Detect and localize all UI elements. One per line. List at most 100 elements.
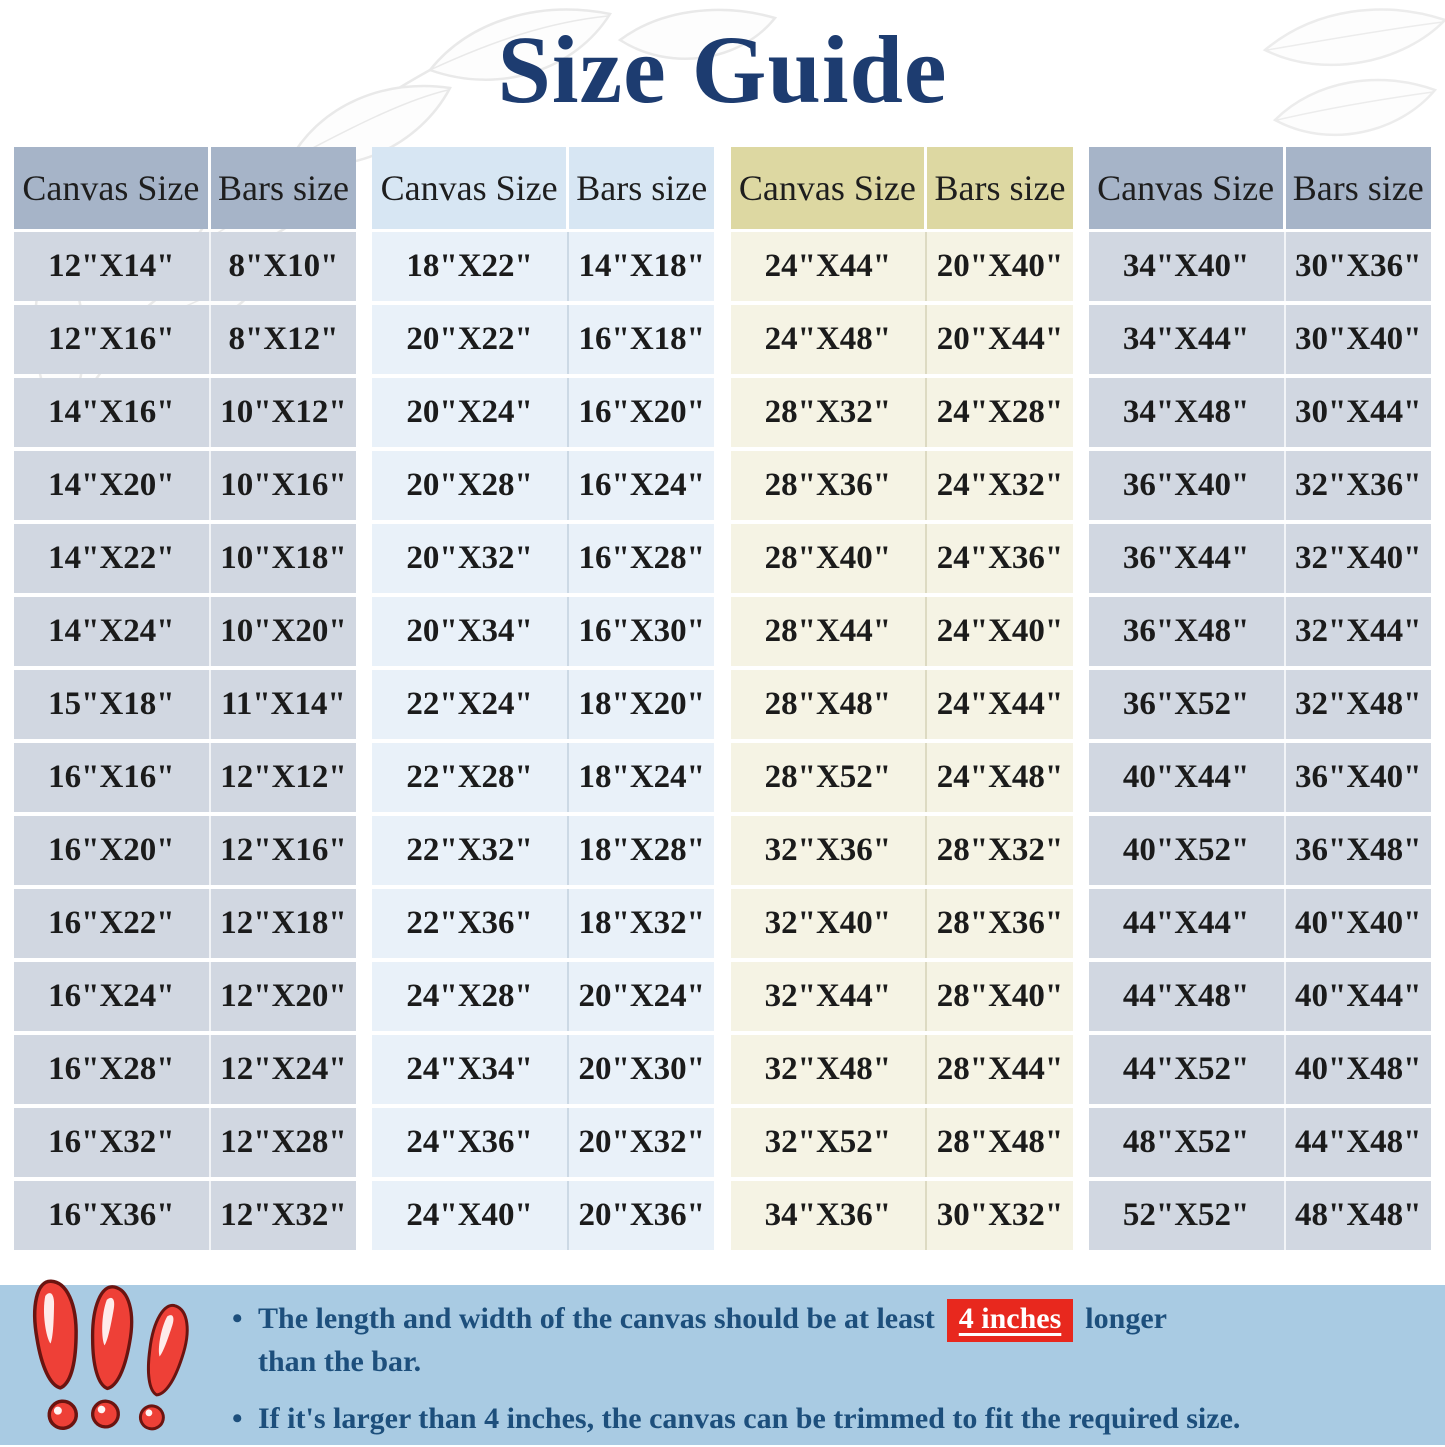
table-row: 36"X52" 32"X48" bbox=[1088, 670, 1431, 739]
canvas-size-cell: 32"X48" bbox=[730, 1035, 928, 1104]
bars-size-cell: 8"X10" bbox=[210, 232, 357, 301]
bars-size-cell: 10"X12" bbox=[210, 378, 357, 447]
bars-size-cell: 12"X12" bbox=[210, 743, 357, 812]
bars-size-cell: 28"X44" bbox=[927, 1035, 1073, 1104]
table-row: 14"X22" 10"X18" bbox=[14, 524, 357, 593]
bars-size-cell: 28"X36" bbox=[927, 889, 1073, 958]
bars-size-cell: 30"X32" bbox=[927, 1181, 1073, 1250]
canvas-size-cell: 16"X24" bbox=[14, 962, 211, 1031]
note-1-pre: The length and width of the canvas shoul… bbox=[258, 1302, 935, 1335]
table-row: 32"X52" 28"X48" bbox=[730, 1108, 1073, 1177]
bars-size-cell: 12"X18" bbox=[210, 889, 357, 958]
table-row: 28"X32" 24"X28" bbox=[730, 378, 1073, 447]
bars-size-cell: 12"X28" bbox=[210, 1108, 357, 1177]
canvas-size-cell: 28"X32" bbox=[730, 378, 928, 447]
canvas-size-cell: 48"X52" bbox=[1088, 1108, 1286, 1177]
table-row: 40"X52" 36"X48" bbox=[1088, 816, 1431, 885]
size-table-group-1: Canvas Size Bars size 12"X14" 8"X10" 12"X16"… bbox=[14, 147, 357, 1254]
table-row: 28"X36" 24"X32" bbox=[730, 451, 1073, 520]
canvas-size-cell: 24"X44" bbox=[730, 232, 928, 301]
canvas-size-cell: 16"X32" bbox=[14, 1108, 211, 1177]
note-1-line-2: than the bar. bbox=[258, 1345, 422, 1378]
table-row: 20"X34" 16"X30" bbox=[372, 597, 715, 666]
table-row: 36"X48" 32"X44" bbox=[1088, 597, 1431, 666]
bars-size-cell: 12"X32" bbox=[210, 1181, 357, 1250]
table-row: 22"X32" 18"X28" bbox=[372, 816, 715, 885]
bars-size-cell: 16"X18" bbox=[569, 305, 715, 374]
bars-size-cell: 20"X32" bbox=[569, 1108, 715, 1177]
table-row: 44"X44" 40"X40" bbox=[1088, 889, 1431, 958]
table-row: 24"X40" 20"X36" bbox=[372, 1181, 715, 1250]
table-row: 52"X52" 48"X48" bbox=[1088, 1181, 1431, 1250]
table-row: 16"X20" 12"X16" bbox=[14, 816, 357, 885]
bars-size-cell: 24"X28" bbox=[927, 378, 1073, 447]
table-row: 36"X44" 32"X40" bbox=[1088, 524, 1431, 593]
table-row: 22"X28" 18"X24" bbox=[372, 743, 715, 812]
bars-size-cell: 28"X32" bbox=[927, 816, 1073, 885]
table-row: 20"X24" 16"X20" bbox=[372, 378, 715, 447]
bars-size-cell: 12"X20" bbox=[210, 962, 357, 1031]
table-row: 40"X44" 36"X40" bbox=[1088, 743, 1431, 812]
canvas-size-cell: 34"X44" bbox=[1088, 305, 1286, 374]
table-row: 24"X28" 20"X24" bbox=[372, 962, 715, 1031]
table-header-row: Canvas Size Bars size bbox=[730, 147, 1073, 229]
bars-size-cell: 16"X24" bbox=[569, 451, 715, 520]
canvas-size-cell: 22"X24" bbox=[372, 670, 570, 739]
bars-size-cell: 8"X12" bbox=[210, 305, 357, 374]
bars-size-cell: 28"X40" bbox=[927, 962, 1073, 1031]
canvas-size-cell: 14"X16" bbox=[14, 378, 211, 447]
canvas-size-cell: 36"X40" bbox=[1088, 451, 1286, 520]
note-1-line-1: • The length and width of the canvas shou… bbox=[232, 1299, 1432, 1342]
canvas-size-cell: 22"X32" bbox=[372, 816, 570, 885]
size-table-group-2: Canvas Size Bars size 18"X22" 14"X18" 20"X22… bbox=[372, 147, 715, 1254]
canvas-size-header: Canvas Size bbox=[372, 147, 570, 229]
canvas-size-cell: 18"X22" bbox=[372, 232, 570, 301]
bars-size-cell: 40"X44" bbox=[1285, 962, 1431, 1031]
table-row: 32"X36" 28"X32" bbox=[730, 816, 1073, 885]
canvas-size-header: Canvas Size bbox=[1088, 147, 1286, 229]
bars-size-cell: 30"X40" bbox=[1285, 305, 1431, 374]
size-tables: Canvas Size Bars size 12"X14" 8"X10" 12"X16"… bbox=[14, 147, 1431, 1254]
canvas-size-cell: 34"X40" bbox=[1088, 232, 1286, 301]
size-table-group-3: Canvas Size Bars size 24"X44" 20"X40" 24"X48… bbox=[730, 147, 1073, 1254]
canvas-size-cell: 36"X52" bbox=[1088, 670, 1286, 739]
table-row: 44"X52" 40"X48" bbox=[1088, 1035, 1431, 1104]
canvas-size-cell: 24"X28" bbox=[372, 962, 570, 1031]
canvas-size-cell: 28"X36" bbox=[730, 451, 928, 520]
bars-size-cell: 36"X48" bbox=[1285, 816, 1431, 885]
note-2: • If it's larger than 4 inches, the canva… bbox=[232, 1399, 1432, 1439]
table-row: 28"X48" 24"X44" bbox=[730, 670, 1073, 739]
table-row: 34"X44" 30"X40" bbox=[1088, 305, 1431, 374]
canvas-size-cell: 24"X34" bbox=[372, 1035, 570, 1104]
bars-size-cell: 32"X36" bbox=[1285, 451, 1431, 520]
note-2-text: If it's larger than 4 inches, the canvas… bbox=[258, 1402, 1241, 1435]
table-row: 32"X48" 28"X44" bbox=[730, 1035, 1073, 1104]
canvas-size-cell: 28"X52" bbox=[730, 743, 928, 812]
bars-size-cell: 20"X24" bbox=[569, 962, 715, 1031]
table-row: 32"X40" 28"X36" bbox=[730, 889, 1073, 958]
bars-size-cell: 18"X20" bbox=[569, 670, 715, 739]
canvas-size-cell: 14"X22" bbox=[14, 524, 211, 593]
table-row: 36"X40" 32"X36" bbox=[1088, 451, 1431, 520]
canvas-size-cell: 20"X28" bbox=[372, 451, 570, 520]
canvas-size-cell: 28"X40" bbox=[730, 524, 928, 593]
four-inches-highlight: 4 inches bbox=[946, 1299, 1074, 1342]
table-row: 12"X16" 8"X12" bbox=[14, 305, 357, 374]
bars-size-header: Bars size bbox=[1285, 147, 1431, 229]
canvas-size-cell: 14"X20" bbox=[14, 451, 211, 520]
canvas-size-cell: 44"X52" bbox=[1088, 1035, 1286, 1104]
table-header-row: Canvas Size Bars size bbox=[372, 147, 715, 229]
bars-size-cell: 32"X40" bbox=[1285, 524, 1431, 593]
table-row: 34"X48" 30"X44" bbox=[1088, 378, 1431, 447]
bars-size-cell: 30"X44" bbox=[1285, 378, 1431, 447]
canvas-size-cell: 36"X48" bbox=[1088, 597, 1286, 666]
canvas-size-cell: 20"X24" bbox=[372, 378, 570, 447]
table-row: 16"X28" 12"X24" bbox=[14, 1035, 357, 1104]
bars-size-header: Bars size bbox=[569, 147, 715, 229]
canvas-size-cell: 36"X44" bbox=[1088, 524, 1286, 593]
table-row: 24"X34" 20"X30" bbox=[372, 1035, 715, 1104]
table-row: 20"X28" 16"X24" bbox=[372, 451, 715, 520]
bars-size-cell: 24"X36" bbox=[927, 524, 1073, 593]
table-row: 24"X36" 20"X32" bbox=[372, 1108, 715, 1177]
table-row: 14"X24" 10"X20" bbox=[14, 597, 357, 666]
